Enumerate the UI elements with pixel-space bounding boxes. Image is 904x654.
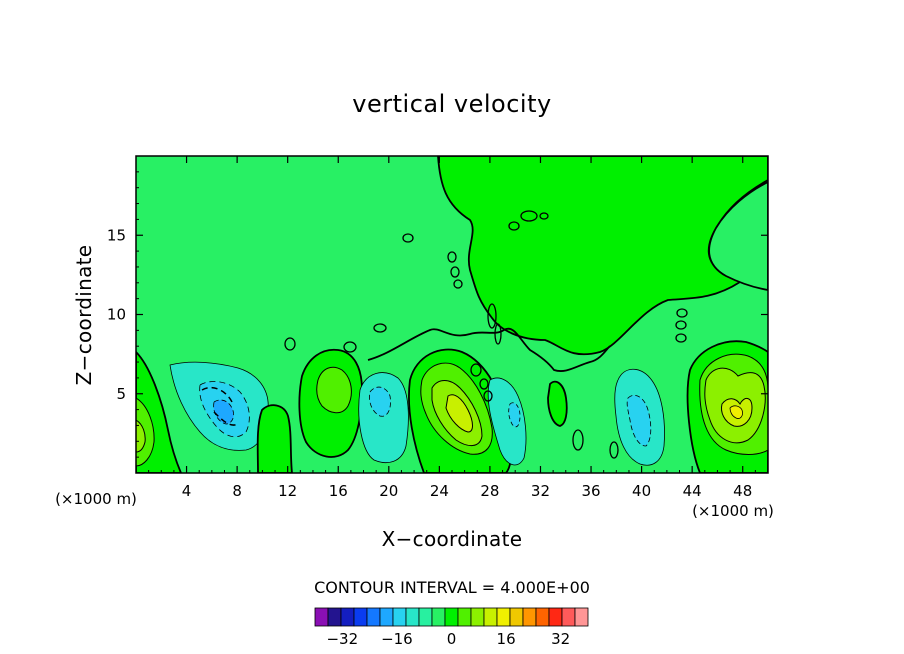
colorbar-swatch [483,607,498,627]
x-tick-label: 40 [632,482,651,500]
updraft-small-1 [256,404,293,473]
y-axis-title: Z−coordinate [72,245,96,386]
y-tick-label: 5 [116,385,126,403]
y-tick-label: 15 [107,226,126,244]
colorbar-label: −32 [326,630,358,648]
colorbar-swatch [405,607,420,627]
x-tick-label: 32 [531,482,550,500]
colorbar-swatch [340,607,355,627]
colorbar-swatch [353,607,368,627]
colorbar-swatch [496,607,511,627]
x-tick-label: 24 [430,482,449,500]
isolated-cells [284,210,688,459]
x-tick-label: 12 [278,482,297,500]
x-tick-label: 48 [733,482,752,500]
updraft-4-peak [729,405,743,419]
contour-interval-label: CONTOUR INTERVAL = 4.000E+00 [314,578,590,597]
downdraft-1-core [213,399,234,425]
downdraft-3-core [508,402,521,428]
colorbar-label: −16 [381,630,413,648]
x-axis: 4 8 12 16 20 24 28 32 36 40 44 48 [148,156,756,500]
y-tick-label: 10 [107,306,126,324]
colorbar-swatch [522,607,537,627]
colorbar-swatch [366,607,381,627]
x-unit-right: (×1000 m) [692,502,774,520]
updraft-3-core [445,394,473,433]
colorbar-swatch [574,607,589,627]
downdraft-2-outer [358,372,409,463]
downdraft-2-core [369,386,391,417]
colorbar-swatch [457,607,472,627]
x-tick-label: 28 [480,482,499,500]
colorbar-swatch [379,607,394,627]
mid-level-contour [367,327,611,372]
colorbar-swatch [470,607,485,627]
x-tick-label: 4 [182,482,192,500]
colorbar-swatch [418,607,433,627]
colorbar-swatch [509,607,524,627]
x-tick-label: 20 [379,482,398,500]
colorbar-swatch [314,607,329,627]
colorbar-swatch [327,607,342,627]
downdraft-4-core [626,394,652,447]
x-unit-left: (×1000 m) [55,490,137,508]
colorbar-swatch [444,607,459,627]
colorbar-label: 32 [551,630,570,648]
plot-area [136,156,768,473]
right-slight-region [708,180,768,291]
downdraft-3-outer [487,377,527,466]
colorbar-swatch [535,607,550,627]
colorbar-label: 0 [447,630,457,648]
chart-title: vertical velocity [352,90,551,118]
x-tick-label: 8 [232,482,242,500]
updraft-2-inner [316,366,352,414]
x-tick-label: 44 [683,482,702,500]
dashed-contour-left [201,386,239,426]
updraft-small-2 [547,380,568,427]
left-edge-core [136,419,146,453]
colorbar-swatch [548,607,563,627]
x-axis-title: X−coordinate [382,527,523,551]
colorbar: −32 −16 0 16 32 [314,607,589,648]
colorbar-swatch [561,607,576,627]
colorbar-swatch [392,607,407,627]
colorbar-swatch [431,607,446,627]
y-axis: 5 10 15 [107,171,768,458]
x-tick-label: 36 [581,482,600,500]
x-tick-label: 16 [329,482,348,500]
colorbar-label: 16 [497,630,516,648]
